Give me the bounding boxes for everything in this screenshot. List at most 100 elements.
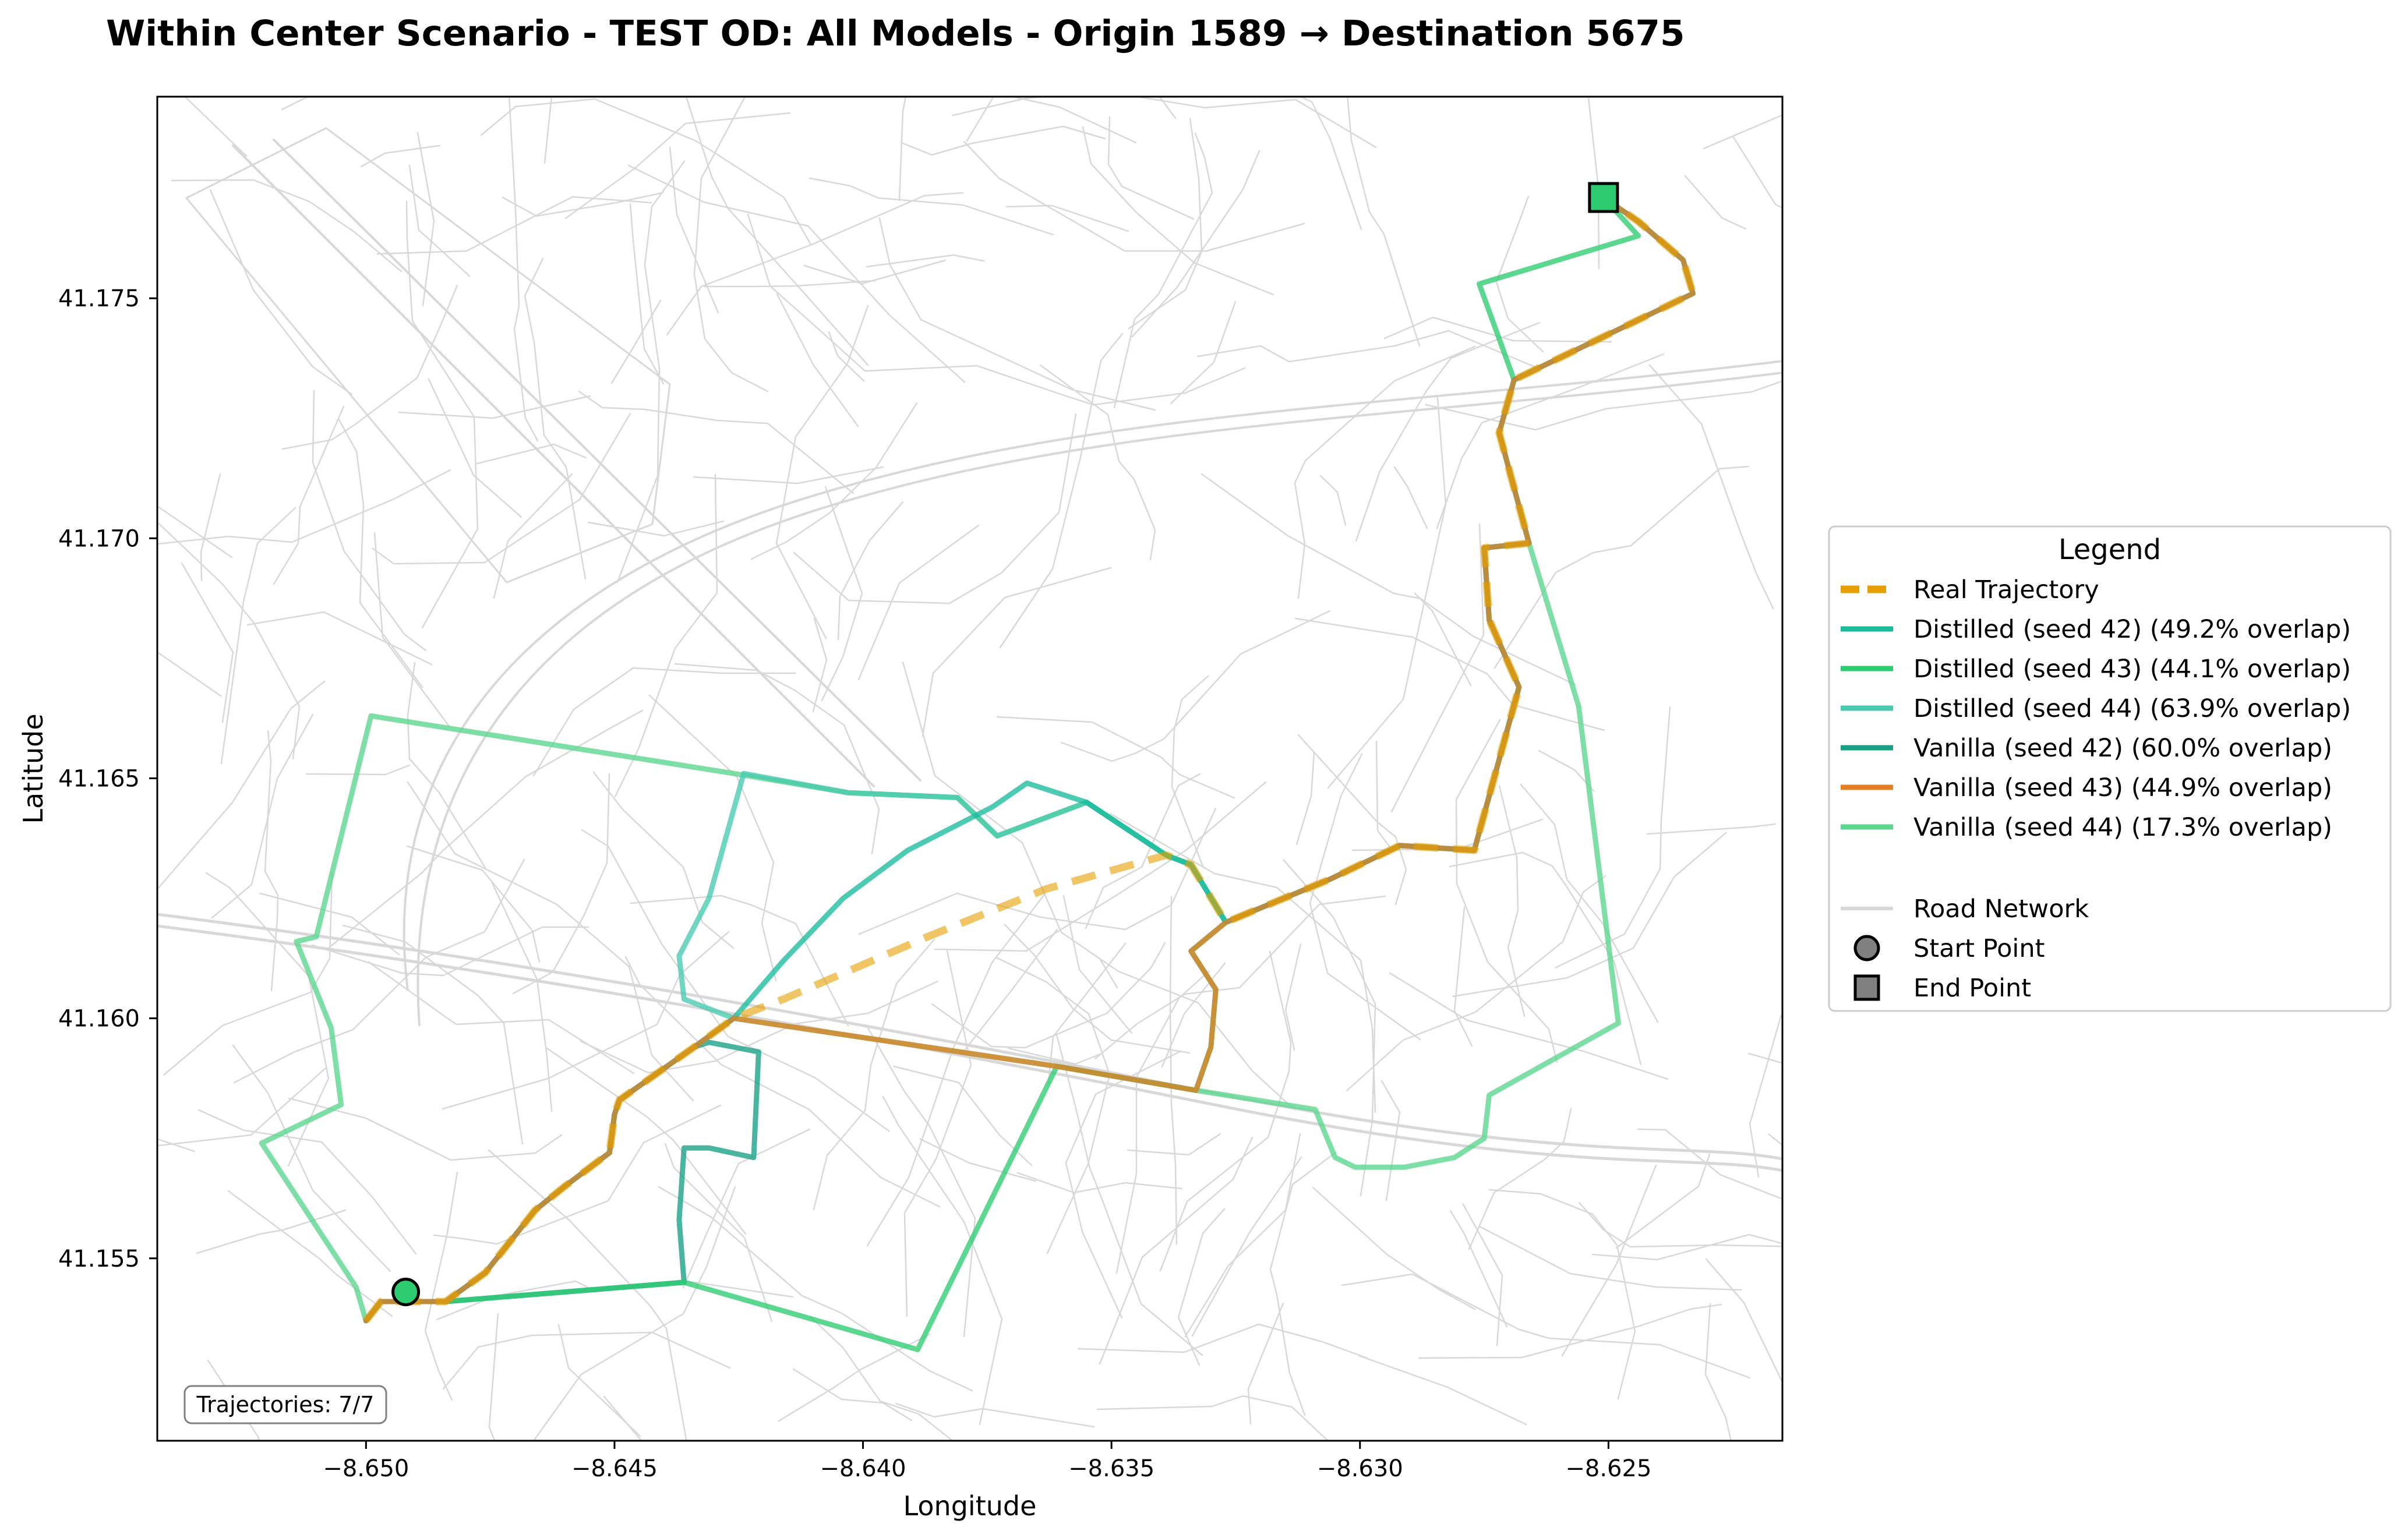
- road-segment: [1684, 175, 1747, 230]
- road-segment: [259, 892, 400, 956]
- road-segment: [821, 486, 863, 702]
- road-segment: [1705, 1258, 1782, 1384]
- legend-label-4: Vanilla (seed 42) (60.0% overlap): [1913, 734, 2332, 763]
- road-segment: [750, 402, 918, 560]
- series-line-0: [363, 194, 1697, 1323]
- road-segment: [1298, 97, 1362, 231]
- road-segment: [1284, 943, 1302, 1051]
- road-segment: [1383, 316, 1612, 343]
- road-segment: [163, 872, 333, 1076]
- road-segment: [878, 217, 1156, 411]
- road-segment: [666, 192, 964, 336]
- road-segment: [406, 845, 541, 963]
- road-segment: [1177, 1208, 1226, 1366]
- road-segment: [966, 97, 995, 142]
- road-segment: [693, 466, 884, 485]
- y-tick-label: 41.170: [58, 525, 140, 552]
- x-axis-label: Longitude: [903, 1490, 1037, 1522]
- legend-label-start: Start Point: [1913, 934, 2045, 963]
- trajectory-count-badge: Trajectories: 7/7: [183, 1385, 387, 1424]
- road-segment: [658, 1186, 973, 1392]
- road-segment: [865, 1024, 976, 1338]
- road-segment: [227, 1190, 393, 1317]
- road-segment: [157, 651, 222, 697]
- road-segment: [416, 132, 435, 307]
- road-segment: [312, 390, 427, 652]
- road-segment: [524, 257, 587, 580]
- road-highway: [157, 924, 1782, 1172]
- road-segment: [747, 213, 866, 372]
- road-segment: [1312, 1186, 1476, 1310]
- road-segment: [1309, 753, 1421, 1041]
- road-segment: [372, 412, 631, 565]
- road-segment: [1646, 823, 1777, 835]
- legend-label-5: Vanilla (seed 43) (44.9% overlap): [1913, 773, 2332, 802]
- road-segment: [1269, 1151, 1337, 1416]
- road-segment: [810, 1316, 954, 1441]
- road-segment: [157, 505, 233, 558]
- road-segment: [1184, 1133, 1301, 1338]
- road-segment: [1704, 1303, 1732, 1441]
- road-segment: [1648, 364, 1774, 610]
- road-segment: [491, 882, 553, 1112]
- road-segment: [1389, 972, 1669, 1080]
- road-segment: [1055, 1034, 1203, 1356]
- road-segment: [424, 1171, 458, 1401]
- road-segment: [442, 931, 730, 1110]
- road-segment: [502, 192, 664, 217]
- legend: Legend Real Trajectory Distilled (seed 42…: [1828, 525, 2392, 1012]
- road-segment: [592, 771, 735, 949]
- road-segment: [1283, 859, 1376, 1197]
- road-segment: [996, 957, 1111, 1254]
- road-segment: [1039, 364, 1156, 561]
- road-segment: [1355, 321, 1541, 542]
- road-highway: [273, 139, 921, 782]
- road-segment: [803, 259, 947, 285]
- road-segment: [1615, 1153, 1711, 1249]
- road-segment: [273, 405, 345, 585]
- road-segment: [629, 203, 665, 385]
- x-tick-label: −8.645: [571, 1455, 658, 1482]
- road-segment: [664, 1143, 773, 1323]
- legend-label-6: Vanilla (seed 44) (17.3% overlap): [1913, 813, 2332, 842]
- road-segment: [157, 680, 326, 890]
- road-segment: [1749, 1014, 1782, 1178]
- road-segment: [792, 1368, 913, 1422]
- road-segment: [311, 926, 589, 977]
- road-segment: [837, 501, 904, 641]
- road-segment: [828, 331, 865, 382]
- legend-label-1: Distilled (seed 42) (49.2% overlap): [1913, 615, 2351, 644]
- road-segment: [578, 390, 855, 494]
- road-segment: [1578, 1201, 1782, 1248]
- road-segment: [1520, 783, 1659, 1023]
- x-tick-label: −8.640: [820, 1455, 906, 1482]
- start-point-marker: [391, 1277, 421, 1306]
- road-segment: [264, 730, 279, 992]
- legend-handle-start: [1853, 935, 1880, 961]
- chart-title: Within Center Scenario - TEST OD: All Mo…: [106, 13, 1685, 54]
- road-segment: [812, 617, 828, 713]
- road-segment: [1319, 475, 1347, 526]
- road-segment: [1107, 116, 1195, 220]
- road-segment: [1495, 195, 1544, 353]
- road-segment: [1637, 1128, 1782, 1200]
- road-segment: [903, 950, 972, 1317]
- road-segment: [1109, 812, 1376, 1113]
- road-segment: [532, 1186, 736, 1441]
- road-segment: [1462, 1203, 1503, 1346]
- legend-handle-end: [1853, 974, 1880, 1001]
- road-segment: [428, 378, 522, 518]
- road-segment: [1127, 1133, 1221, 1156]
- plot-area: [157, 97, 1782, 1441]
- point-markers: [391, 182, 1619, 1306]
- road-segment: [376, 196, 652, 255]
- road-segment: [648, 694, 777, 982]
- road-segment: [996, 716, 1235, 799]
- road-segment: [405, 200, 479, 629]
- road-segment: [999, 333, 1124, 649]
- road-segment: [1449, 1210, 1508, 1328]
- road-segment: [630, 894, 849, 1027]
- road-segment: [1295, 751, 1315, 846]
- road-segment: [1115, 970, 1210, 1274]
- road-segment: [1077, 1323, 1368, 1359]
